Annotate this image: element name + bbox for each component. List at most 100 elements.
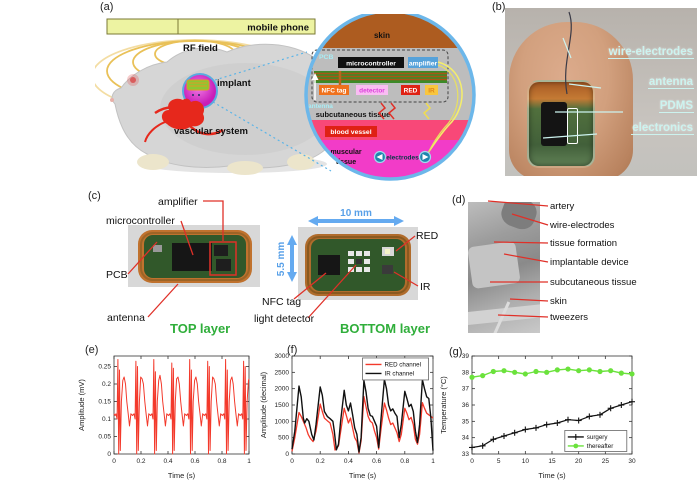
svg-text:Amplitude (mV): Amplitude (mV) <box>77 379 86 431</box>
annotation-antenna: antenna <box>647 76 694 89</box>
annotation-subcutaneous-tissue: subcutaneous tissue <box>550 277 637 288</box>
annotation-artery: artery <box>550 201 575 212</box>
svg-text:0.2: 0.2 <box>136 458 145 465</box>
chart-ecg: 0 0.2 0.4 0.6 0.8 1 0 0.05 0.1 0.15 0.2 0.25 Time (s… <box>77 355 251 480</box>
svg-text:Time (s): Time (s) <box>168 471 196 480</box>
svg-text:39: 39 <box>462 353 470 360</box>
mouse-nose <box>110 98 114 102</box>
electrodes-group: electrodes <box>373 150 432 164</box>
leader-lines <box>542 37 623 139</box>
ir-led-component <box>382 265 393 274</box>
vascular-system-label: vascular system <box>174 126 248 137</box>
ir-led-box <box>425 85 438 95</box>
implant-device-photo <box>527 80 595 168</box>
amplifier-outline-box <box>209 241 237 276</box>
bottom-leader-lines <box>293 235 419 319</box>
muscular-label-1: muscular <box>330 149 361 156</box>
inset-cross-section: skin PCB microcontroller amplifier NFC t… <box>304 14 476 181</box>
svg-text:0.05: 0.05 <box>98 434 111 441</box>
vascular-blob <box>161 98 205 130</box>
pcb-label: PCB <box>319 54 333 61</box>
dimension-arrows: 10 mm 5.5 mm <box>276 208 404 282</box>
surgery-photo <box>468 202 540 333</box>
pcb-callout: PCB <box>106 269 128 281</box>
pcb-stripes <box>314 71 447 85</box>
subcutaneous-tissue-label: subcutaneous tissue <box>316 110 391 119</box>
ir-led-label: IR <box>428 88 435 95</box>
svg-text:0.6: 0.6 <box>372 458 381 465</box>
arrow-left-icon <box>308 216 318 226</box>
svg-text:0: 0 <box>112 458 116 465</box>
svg-text:20: 20 <box>575 458 583 465</box>
microcontroller-callout: microcontroller <box>106 215 175 227</box>
red-led-label: RED <box>404 88 418 95</box>
panel-a-label: (a) <box>100 1 114 13</box>
annotation-pdms: PDMS <box>658 100 694 113</box>
mouse-illustration <box>110 43 428 175</box>
panel-d-photo: artery wire-electrodes tissue formation … <box>450 192 700 342</box>
panel-d-label: (d) <box>452 194 466 206</box>
arrow-up-icon <box>287 235 297 245</box>
nfc-tag-label: NFC tag <box>322 88 347 95</box>
chart-ppg: 0 0.2 0.4 0.6 0.8 1 0 500 1000 1500 2000 2500 3000 Ti… <box>259 353 435 480</box>
svg-text:1: 1 <box>431 458 435 465</box>
svg-text:surgery: surgery <box>587 434 609 441</box>
nfc-chip <box>318 255 340 275</box>
ir-callout: IR <box>420 281 431 293</box>
pdms-bracket <box>567 108 578 144</box>
width-dimension-label: 10 mm <box>340 208 372 219</box>
bottom-layer-board <box>298 227 418 300</box>
electrode-wires <box>426 61 463 156</box>
light-detector-pads <box>348 251 370 272</box>
top-leader-lines <box>127 200 224 318</box>
panel-c-pcbs: amplifier microcontroller PCB antenna TO… <box>106 196 439 336</box>
implant-illustration <box>144 73 224 143</box>
panel-b-label: (b) <box>492 1 506 13</box>
svg-text:Time (s): Time (s) <box>538 471 566 480</box>
height-dimension-label: 5.5 mm <box>276 242 287 277</box>
muscular-label-2: tissue <box>336 159 356 166</box>
nfc-tag-box <box>319 85 349 95</box>
wire <box>565 11 572 95</box>
rf-field-label: RF field <box>183 43 218 54</box>
svg-text:500: 500 <box>278 435 289 442</box>
svg-text:RED channel: RED channel <box>385 361 421 368</box>
svg-text:Amplitude (decimal): Amplitude (decimal) <box>259 371 268 438</box>
svg-text:15: 15 <box>548 458 556 465</box>
svg-text:37: 37 <box>462 386 470 393</box>
implant-label: implant <box>217 78 252 89</box>
chip <box>541 102 567 146</box>
blood-vessel-label: blood vessel <box>330 129 371 136</box>
svg-text:2000: 2000 <box>275 386 290 393</box>
svg-text:0: 0 <box>290 458 294 465</box>
antenna-label: antenna <box>308 103 333 110</box>
svg-text:Temperature (°C): Temperature (°C) <box>439 376 448 434</box>
svg-text:35: 35 <box>462 418 470 425</box>
svg-text:0: 0 <box>285 451 289 458</box>
svg-text:Time (s): Time (s) <box>349 471 377 480</box>
chart-temperature: 0 5 10 15 20 25 30 33 34 35 36 37 38 39 Time (s) Temper… <box>439 353 636 480</box>
top-layer-caption: TOP layer <box>170 321 230 336</box>
svg-text:0.8: 0.8 <box>217 458 226 465</box>
panel-b-photo: wire-electrodes antenna PDMS electronics <box>505 8 697 176</box>
mobile-phone-label: mobile phone <box>247 23 309 34</box>
svg-text:0.1: 0.1 <box>102 416 111 423</box>
detector-label: detector <box>359 88 385 95</box>
svg-text:0.2: 0.2 <box>316 458 325 465</box>
svg-text:36: 36 <box>462 402 470 409</box>
svg-text:1000: 1000 <box>275 418 290 425</box>
nfc-tag-callout: NFC tag <box>262 296 301 308</box>
annotation-wire-electrodes: wire-electrodes <box>550 220 615 231</box>
svg-text:1500: 1500 <box>275 402 290 409</box>
svg-text:0.4: 0.4 <box>344 458 353 465</box>
detector-box <box>356 85 388 95</box>
panel-b-overlay <box>542 11 623 139</box>
svg-text:33: 33 <box>462 451 470 458</box>
red-callout: RED <box>416 230 439 242</box>
svg-text:10: 10 <box>522 458 530 465</box>
svg-text:34: 34 <box>462 435 470 442</box>
red-led-box <box>401 85 420 95</box>
svg-text:5: 5 <box>497 458 501 465</box>
device-outline <box>311 49 449 103</box>
